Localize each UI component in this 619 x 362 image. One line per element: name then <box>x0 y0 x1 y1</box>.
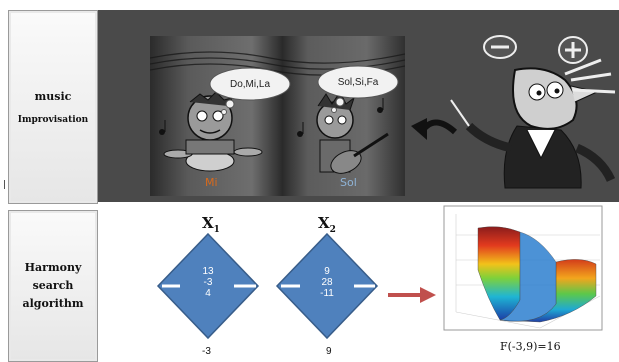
diamond-x1-value-3: 4 <box>205 288 211 299</box>
thought-bubble-left: Do,Mi,La <box>209 67 291 115</box>
search-label: search <box>32 279 74 292</box>
row-label-music-improvisation: music Improvisation <box>8 10 98 204</box>
caption-sol: Sol <box>340 176 357 189</box>
variable-x1-label: X1 <box>202 214 220 235</box>
drummer-character <box>163 91 263 172</box>
caption-mi: Mi <box>205 176 218 189</box>
diamond-x2-value-1: 9 <box>324 266 330 277</box>
diamond-x2 <box>275 232 379 340</box>
diamond-x2-value-3: -11 <box>320 288 334 299</box>
arrow-right-icon <box>388 287 436 303</box>
bubble-left-text: Do,Mi,La <box>230 79 270 90</box>
row-label-harmony-search: Harmony search algorithm <box>8 210 98 362</box>
musicians-photo: Do,Mi,La Sol,Si,Fa <box>150 36 405 196</box>
diamond-x2-value-2: 28 <box>321 277 333 288</box>
surface-plot <box>443 205 603 331</box>
diamond-x1 <box>156 232 260 340</box>
music-note-icon <box>159 98 384 137</box>
minus-sign-icon <box>483 35 517 59</box>
left-tick-mark <box>4 180 5 189</box>
harmony-label: Harmony <box>24 261 82 274</box>
diamond-x1-value-2: -3 <box>203 277 213 288</box>
diamond-x1-value-1: 13 <box>202 266 214 277</box>
conductor-character <box>450 58 616 189</box>
improvisation-label: Improvisation <box>17 114 89 125</box>
diamond-x2-values: 9 28 -11 <box>297 266 357 299</box>
plus-sign-icon <box>558 36 588 64</box>
objective-result: F(-3,9)=16 <box>500 340 561 353</box>
music-label: music <box>34 89 72 103</box>
guitarist-character <box>316 91 389 174</box>
diamond-x1-values: 13 -3 4 <box>178 266 238 299</box>
thought-bubble-right: Sol,Si,Fa <box>317 65 399 113</box>
selected-x1-value: -3 <box>202 346 211 357</box>
bubble-right-text: Sol,Si,Fa <box>338 77 379 88</box>
algorithm-label: algorithm <box>22 297 84 310</box>
variable-x2-label: X2 <box>318 214 336 235</box>
curved-arrow-icon <box>411 118 458 140</box>
selected-x2-value: 9 <box>326 346 332 357</box>
